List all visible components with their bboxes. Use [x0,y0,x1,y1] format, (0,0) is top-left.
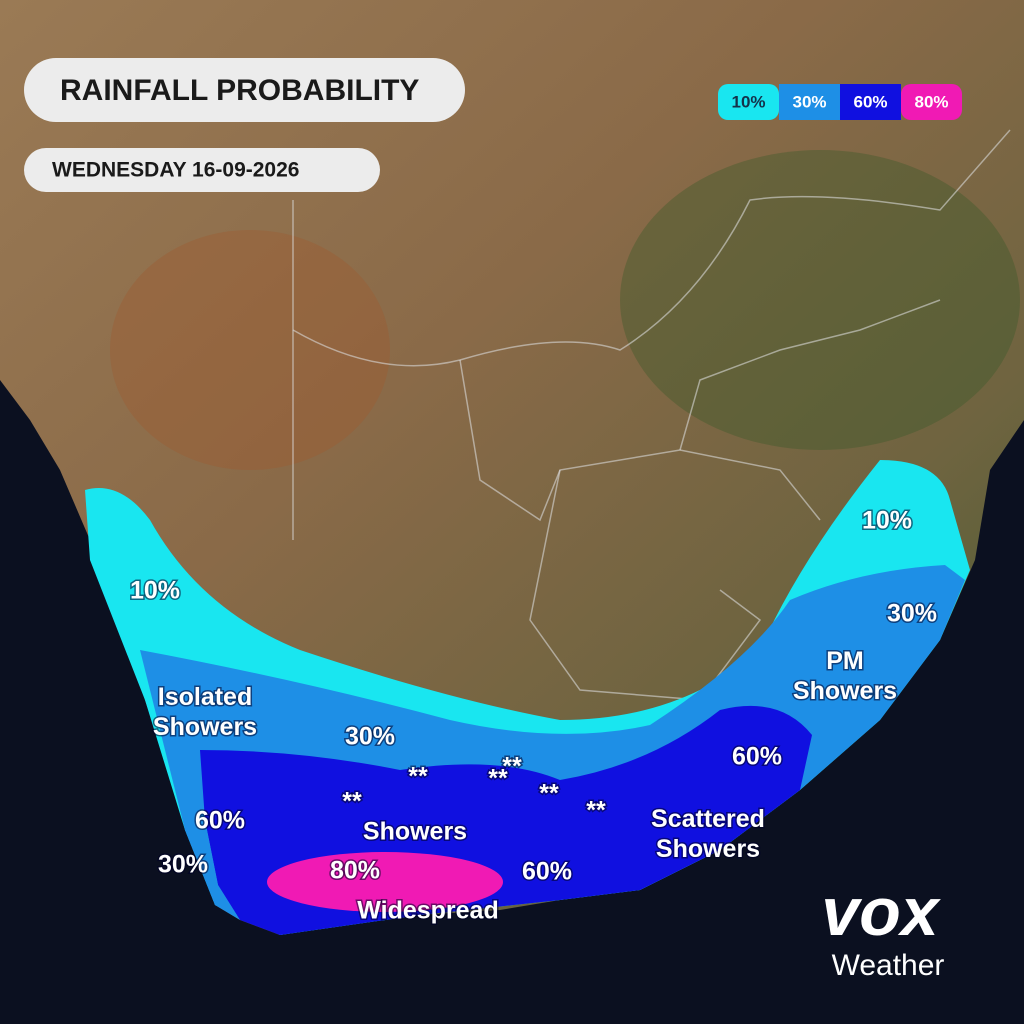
map-label: ** [488,765,508,793]
map-label: Scattered Showers [651,805,765,863]
terrain [620,150,1020,450]
map-labels: 10% 10% 30% Isolated Showers 30% PM Showers 60% *… [128,505,938,926]
map-label: 10% [130,577,180,605]
legend-swatch [901,84,962,120]
map-label: 80% [330,857,380,885]
map-label: PM Showers [793,647,897,705]
map-label: 60% [732,743,782,771]
band-80 [267,852,503,912]
legend-label: 80% [914,92,948,111]
map-label: ** [539,780,559,808]
map-label: Widespread [357,897,498,925]
title-pill [24,58,465,122]
logo-brand: vox [821,874,941,950]
legend-label: 30% [792,92,826,111]
map-label: 30% [345,723,395,751]
logo-name: Weather [832,949,945,982]
date: WEDNESDAY 16-09-2026 [52,159,299,182]
legend-label: 60% [853,92,887,111]
borders [292,129,1011,701]
legend-label: 10% [731,92,765,111]
band-30-west [185,820,240,920]
map-label: ** [586,797,606,825]
map-label: 30% [158,851,208,879]
map-label: ** [342,788,362,816]
map-label: 60% [522,858,572,886]
legend-swatch [718,84,779,120]
map-label: 10% [862,507,912,535]
legend-swatch [840,84,901,120]
title: RAINFALL PROBABILITY [60,74,419,107]
map-label: Isolated Showers [153,683,257,741]
map-label: Showers [363,818,467,846]
map-label: ** [502,753,522,781]
map-label: 60% [195,807,245,835]
map-label: 30% [887,600,937,628]
legend-swatch [779,84,840,120]
terrain [110,230,390,470]
map-label: ** [408,763,428,791]
date-pill [24,148,380,192]
legend: 10% 30% 60% 80% [718,84,962,120]
